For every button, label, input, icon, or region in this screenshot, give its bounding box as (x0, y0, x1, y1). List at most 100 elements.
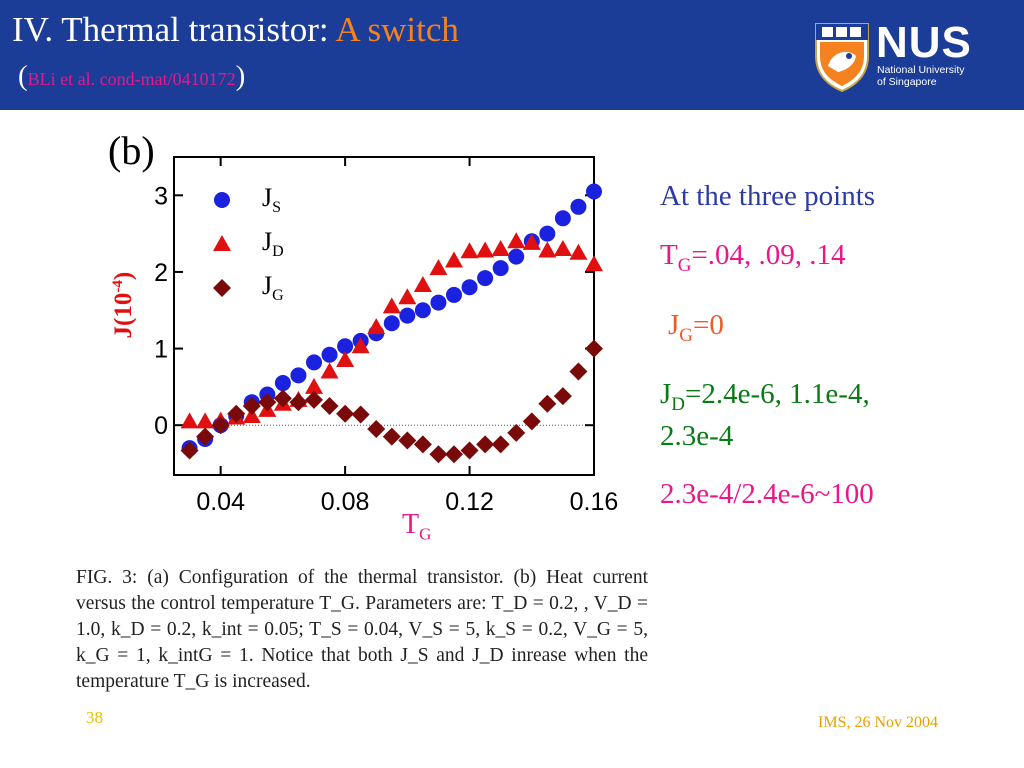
data-point-jg (258, 393, 277, 412)
legend-jd-sub: D (272, 243, 284, 261)
data-point-jg (398, 431, 417, 450)
footer-date: IMS, 26 Nov 2004 (818, 714, 939, 731)
legend-jd-main: J (262, 227, 273, 256)
data-point-js (586, 183, 602, 200)
data-point-jg (460, 441, 479, 460)
x-axis-title: TG (402, 509, 431, 545)
data-point-jd (382, 297, 401, 314)
data-point-jg (585, 339, 603, 358)
data-point-jg (538, 394, 557, 413)
xlabel-main: T (402, 509, 420, 540)
data-point-jd (569, 243, 588, 260)
data-point-jg (491, 435, 510, 454)
data-point-jd (445, 251, 463, 268)
data-point-jg (429, 445, 448, 464)
data-point-jg (320, 397, 339, 416)
note-jd-sub: D (671, 393, 686, 415)
note-jg-zero: JG=0 (660, 309, 930, 352)
data-point-jg (553, 387, 572, 406)
data-point-jg (273, 389, 292, 408)
data-point-js (430, 294, 447, 311)
slide-title: IV. Thermal transistor: A switch (12, 10, 459, 50)
logo-university-name: National University of Singapore (877, 64, 965, 88)
data-point-jd (196, 412, 215, 429)
data-point-js (290, 367, 307, 384)
paren-close: ) (235, 60, 246, 92)
data-point-jg (305, 390, 323, 409)
y-tick-label: 1 (154, 336, 168, 364)
data-point-jg (289, 393, 308, 412)
title-main: IV. Thermal transistor: (12, 10, 336, 49)
data-point-jg (413, 435, 432, 454)
data-point-js (321, 346, 338, 363)
notes-panel: At the three points TG=.04, .09, .14 JG=… (660, 180, 930, 511)
panel-label: (b) (108, 128, 155, 173)
note-tg-sub: G (677, 254, 692, 276)
data-point-js (383, 315, 400, 332)
data-point-jd (476, 241, 495, 258)
data-point-js (570, 198, 587, 215)
data-point-js (306, 354, 322, 371)
y-tick-label: 2 (154, 259, 168, 287)
data-point-jd (429, 259, 448, 276)
title-accent: A switch (335, 10, 459, 49)
data-point-jg (382, 427, 401, 446)
data-point-jg (507, 423, 526, 442)
note-tg-main: T (660, 239, 678, 271)
data-point-jd (367, 318, 386, 335)
xlabel-sub: G (419, 524, 432, 544)
logo-line-1: National University (877, 64, 965, 76)
plot-frame (173, 156, 595, 476)
data-point-jg (196, 427, 215, 446)
data-point-js (414, 302, 431, 319)
data-point-js (539, 225, 556, 242)
data-point-jd (507, 232, 526, 249)
slide-subtitle: (BLi et al. cond-mat/0410172) (18, 60, 245, 93)
logo-wordmark: NUS (876, 18, 972, 67)
note-tg-rest: =.04, .09, .14 (691, 239, 846, 271)
data-point-jg (242, 397, 261, 416)
data-point-js (446, 286, 462, 303)
data-point-jg (522, 412, 541, 431)
x-tick-label: 0.16 (570, 488, 619, 516)
page-number: 38 (86, 708, 103, 727)
lion-crest-icon (815, 23, 869, 92)
data-point-jd (305, 377, 323, 394)
figure-caption: FIG. 3: (a) Configuration of the thermal… (76, 567, 648, 692)
y-tick-label: 3 (154, 182, 168, 210)
plot-area: 0.04 0.08 0.12 0.16 3 2 1 0 (154, 156, 619, 516)
note-jg-main: J (668, 308, 680, 341)
note-tg-values: TG=.04, .09, .14 (660, 239, 930, 282)
legend-label-js: JS (262, 183, 281, 217)
data-point-js (554, 210, 571, 227)
data-point-jd (398, 288, 417, 305)
data-point-jg (476, 435, 495, 454)
data-point-js (477, 270, 494, 287)
data-point-jd (460, 242, 479, 259)
legend-jg-sub: G (272, 287, 284, 305)
title-bar: IV. Thermal transistor: A switch (BLi et… (0, 0, 1024, 110)
note-jd-main: J (660, 377, 672, 410)
note-jg-rest: =0 (693, 308, 724, 341)
data-point-js (461, 279, 478, 296)
x-tick-label: 0.04 (196, 488, 245, 516)
legend-js-sub: S (272, 199, 282, 217)
data-point-jd (585, 255, 603, 272)
data-point-jd (180, 412, 199, 429)
data-point-jg (569, 362, 588, 381)
data-point-js (492, 260, 509, 277)
x-tick-label: 0.12 (445, 488, 494, 516)
legend-label-jd: JD (262, 227, 284, 261)
data-point-jg (445, 445, 463, 464)
legend-label-jg: JG (262, 271, 284, 305)
note-jd-values: JD=2.4e-6, 1.1e-4, 2.3e-4 (660, 378, 930, 454)
reference-text: BLi et al. cond-mat/0410172 (27, 69, 236, 89)
legend-js-main: J (262, 183, 273, 212)
data-point-jd (522, 233, 541, 250)
note-jd-rest: =2.4e-6, 1.1e-4, 2.3e-4 (660, 377, 870, 453)
data-point-jd (553, 239, 572, 256)
x-tick-label: 0.08 (321, 488, 370, 516)
legend-marker-jd (213, 235, 231, 251)
data-point-js (508, 248, 525, 265)
data-point-jg (180, 441, 199, 460)
